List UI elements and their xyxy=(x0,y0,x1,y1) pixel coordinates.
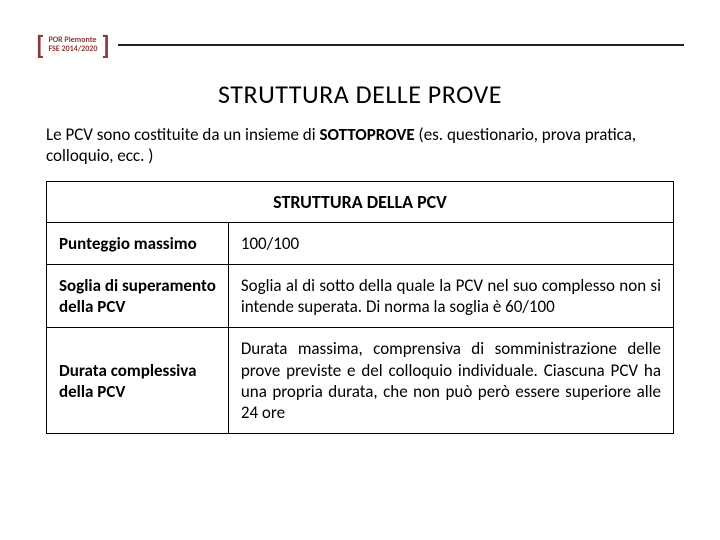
intro-prefix: Le PCV sono costituite da un insieme di xyxy=(46,124,319,145)
row-label: Soglia di superamento della PCV xyxy=(47,264,229,328)
bracket-right-icon: ] xyxy=(101,32,109,58)
row-value: Soglia al di sotto della quale la PCV ne… xyxy=(228,264,673,328)
table-row: Punteggio massimo 100/100 xyxy=(47,222,674,264)
intro-bold: SOTTOPROVE xyxy=(319,124,414,145)
intro-paragraph: Le PCV sono costituite da un insieme di … xyxy=(46,124,674,167)
header-bar: [ POR Piemonte FSE 2014/2020 ] xyxy=(36,44,684,46)
logo-line2: FSE 2014/2020 xyxy=(48,45,97,54)
content-area: STRUTTURA DELLE PROVE Le PCV sono costit… xyxy=(46,78,674,434)
page-title: STRUTTURA DELLE PROVE xyxy=(46,78,674,110)
row-label: Punteggio massimo xyxy=(47,222,229,264)
pcv-table: STRUTTURA DELLA PCV Punteggio massimo 10… xyxy=(46,181,674,435)
row-value: Durata massima, comprensiva di somminist… xyxy=(228,328,673,434)
header-divider xyxy=(118,44,684,46)
table-header-row: STRUTTURA DELLA PCV xyxy=(47,181,674,222)
table-row: Soglia di superamento della PCV Soglia a… xyxy=(47,264,674,328)
logo-text: POR Piemonte FSE 2014/2020 xyxy=(48,36,97,54)
row-value: 100/100 xyxy=(228,222,673,264)
table-header: STRUTTURA DELLA PCV xyxy=(47,181,674,222)
logo: [ POR Piemonte FSE 2014/2020 ] xyxy=(36,32,110,58)
bracket-left-icon: [ xyxy=(36,32,44,58)
row-label: Durata complessiva della PCV xyxy=(47,328,229,434)
table-row: Durata complessiva della PCV Durata mass… xyxy=(47,328,674,434)
